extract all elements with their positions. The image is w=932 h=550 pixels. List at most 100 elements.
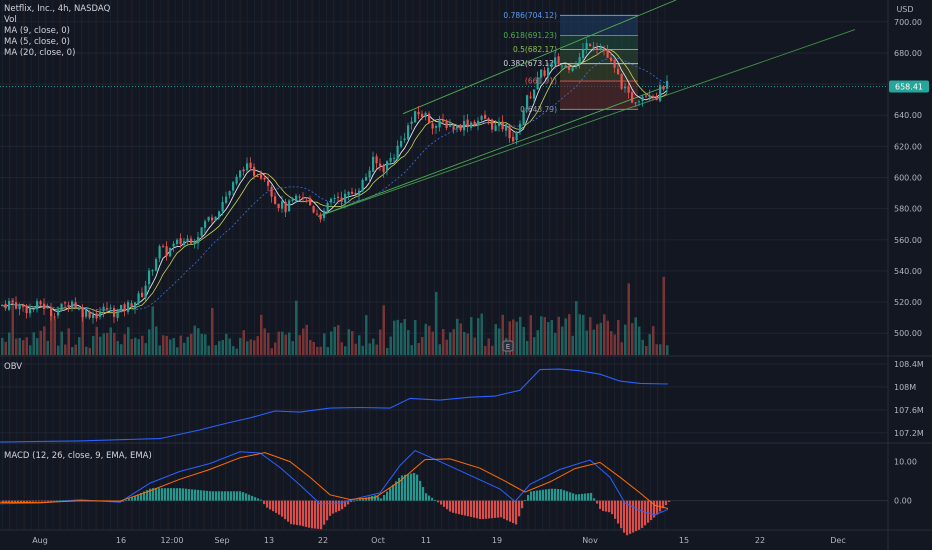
stripe — [405, 0, 407, 530]
volume-bar — [554, 332, 557, 355]
volume-bar — [382, 305, 385, 355]
volume-bar — [183, 342, 186, 355]
volume-bar — [347, 329, 350, 355]
stripe — [520, 0, 522, 530]
candle-body — [648, 95, 651, 98]
macd-histogram-bar — [143, 491, 146, 501]
obv-label[interactable]: OBV — [4, 362, 23, 372]
candle-body — [561, 65, 564, 67]
macd-histogram-bar — [599, 500, 602, 509]
stripe — [621, 0, 623, 530]
candle-body — [358, 190, 361, 195]
candle-body — [214, 216, 217, 221]
macd-histogram-bar — [428, 495, 431, 501]
macd-histogram-bar — [53, 500, 56, 502]
macd-histogram-bar — [161, 488, 164, 501]
fib-zone-0.236 — [560, 81, 638, 110]
obv-tick-label: 107.6M — [894, 406, 924, 415]
stripe — [635, 0, 637, 530]
volume-bar — [365, 315, 368, 355]
candle-body — [414, 111, 417, 123]
volume-bar — [302, 328, 305, 355]
stripe — [146, 0, 147, 530]
volume-bar — [540, 316, 543, 355]
volume-bar — [589, 317, 592, 355]
stripe — [642, 0, 644, 530]
candle-body — [603, 48, 606, 51]
candle-body — [445, 120, 448, 129]
macd-histogram-bar — [497, 500, 500, 518]
candle-body — [316, 213, 319, 215]
volume-bar — [57, 345, 60, 355]
macd-histogram-bar — [20, 500, 23, 503]
macd-histogram-bar — [284, 500, 287, 520]
macd-histogram-bar — [29, 500, 32, 502]
candle-body — [375, 156, 378, 164]
macd-histogram-bar — [233, 491, 236, 501]
macd-histogram-bar — [560, 489, 563, 501]
stripe — [268, 0, 270, 530]
candle-body — [8, 300, 11, 310]
volume-bar — [550, 319, 553, 355]
candle-body — [319, 214, 322, 220]
stripe — [441, 0, 443, 530]
volume-bar — [256, 336, 259, 355]
volume-bar — [620, 342, 623, 355]
stripe — [117, 0, 119, 530]
macd-histogram-bar — [359, 499, 362, 501]
volume-bar — [309, 339, 312, 355]
macd-histogram-bar — [620, 500, 623, 529]
indicator-vol[interactable]: Vol — [4, 15, 17, 25]
candle-body — [298, 196, 301, 198]
candle-body — [396, 145, 399, 160]
stripe — [362, 0, 363, 530]
volume-bar — [64, 344, 67, 355]
currency-label: USD — [896, 5, 913, 14]
candle-body — [291, 199, 294, 201]
candle-body — [305, 197, 308, 199]
candle-body — [323, 210, 326, 218]
fibonacci-retracement[interactable]: 0.786(704.12) 0.618(691.23) 0.5(682.17) 0.3… — [503, 11, 638, 114]
volume-bar — [543, 317, 546, 355]
macd-histogram-bar — [494, 500, 497, 518]
macd-histogram-bar — [371, 496, 374, 501]
candle-body — [15, 302, 18, 309]
macd-line — [0, 450, 669, 516]
macd-histogram-bar — [275, 500, 278, 513]
macd-histogram-bar — [188, 489, 191, 501]
macd-histogram-bar — [530, 491, 533, 501]
stripe — [102, 0, 104, 530]
volume-bar — [179, 335, 182, 355]
trend-channel[interactable] — [317, 0, 856, 217]
candle-body — [400, 140, 403, 147]
candle-body — [232, 182, 235, 191]
time-tick-label: 22 — [318, 536, 328, 545]
candle-body — [627, 86, 630, 93]
indicator-ma9[interactable]: MA (9, close, 0) — [4, 26, 70, 36]
candle-body — [165, 246, 168, 256]
volume-bar — [1, 337, 4, 355]
stripe — [2, 0, 3, 530]
candle-body — [459, 124, 462, 131]
macd-label[interactable]: MACD (12, 26, close, 9, EMA, EMA) — [4, 451, 152, 461]
stripe — [383, 0, 385, 530]
volume-bar — [634, 317, 637, 355]
macd-histogram-bar — [149, 488, 152, 501]
stripe — [138, 0, 140, 530]
candle-body — [568, 65, 571, 70]
candle-body — [29, 308, 32, 314]
candle-body — [11, 301, 14, 303]
volume-bar — [617, 319, 620, 355]
candle-body — [25, 305, 28, 314]
candle-body — [456, 125, 459, 129]
volume-bar — [536, 330, 539, 355]
volume-bar — [277, 331, 280, 355]
macd-histogram-bar — [323, 500, 326, 525]
indicator-ma5[interactable]: MA (5, close, 0) — [4, 37, 70, 47]
channel-line — [317, 85, 669, 217]
volume-bar — [190, 333, 193, 355]
volume-bar — [148, 329, 151, 355]
macd-histogram-bar — [272, 500, 275, 512]
indicator-ma20[interactable]: MA (20, close, 0) — [4, 48, 76, 58]
